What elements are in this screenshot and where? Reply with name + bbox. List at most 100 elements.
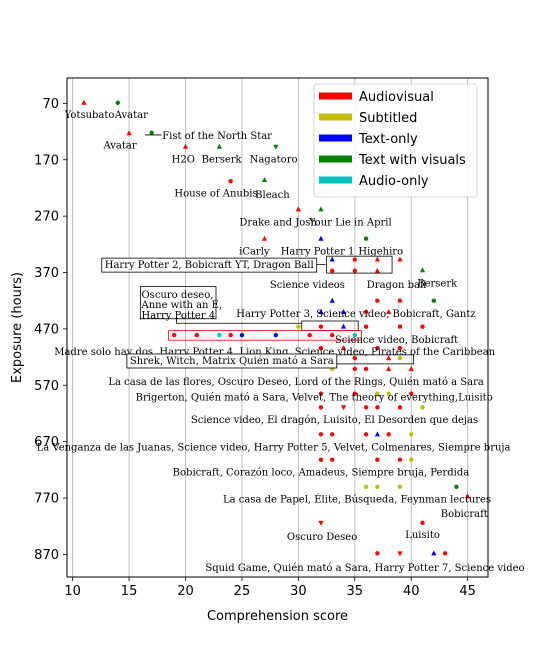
data-point — [397, 345, 403, 351]
legend-label: Text with visuals — [358, 153, 466, 168]
y-tick-label: 770 — [34, 492, 59, 507]
data-point — [374, 256, 380, 262]
annotation-label: Squid Game, Quién mató a Sara, Harry Pot… — [205, 563, 524, 574]
data-point — [420, 405, 425, 410]
data-point — [363, 405, 369, 410]
data-point — [431, 298, 437, 303]
data-point — [363, 236, 369, 241]
annotation-label: Avatar — [102, 141, 136, 152]
legend-swatch — [319, 113, 352, 121]
data-point — [352, 332, 358, 338]
annotation-label: Higehiro — [358, 247, 403, 258]
annotation-label: Berserk — [417, 279, 458, 290]
annotation-label: Harry Potter 4 — [141, 310, 215, 321]
data-point — [352, 366, 358, 372]
legend-label: Audiovisual — [359, 90, 434, 105]
annotation-label: Shrek, Witch, Matrix Quién mató a Sara — [130, 356, 334, 367]
y-tick-label: 70 — [42, 97, 59, 112]
data-point — [465, 493, 471, 499]
data-point — [261, 235, 268, 241]
x-tick-label: 10 — [64, 584, 81, 599]
y-tick-label: 270 — [34, 210, 59, 225]
annotation-label: Oscuro deseo, — [141, 290, 213, 301]
data-point — [352, 268, 358, 274]
data-point — [386, 391, 391, 396]
annotation-label: Drake and Josh — [239, 217, 317, 228]
legend-frame — [313, 83, 478, 198]
annotation-connector — [176, 317, 302, 324]
legend-swatch — [319, 176, 352, 184]
data-point — [330, 432, 335, 437]
data-point — [397, 324, 403, 329]
annotation-label: Dragon ball — [367, 280, 427, 291]
data-point — [81, 99, 87, 105]
annotation-label: Luisito — [405, 530, 440, 541]
annotation-highlight-box — [168, 330, 362, 341]
data-point — [149, 130, 154, 135]
data-point — [340, 308, 347, 314]
data-point — [329, 256, 335, 262]
annotation-label: Harry Potter 1 — [281, 247, 355, 258]
y-axis-label: Exposure (hours) — [10, 272, 25, 383]
data-point — [318, 457, 324, 462]
annotation-label: Nagatoro — [250, 155, 298, 166]
data-point — [126, 130, 132, 136]
data-point — [363, 309, 369, 315]
data-point — [397, 405, 403, 410]
data-point — [408, 365, 414, 371]
data-point — [318, 308, 324, 314]
annotation-label: La casa de las flores, Oscuro Deseo, Lor… — [108, 377, 483, 388]
legend-swatch — [319, 134, 352, 142]
annotation-label: Madre solo hay dos, Harry Potter 4, Lion… — [54, 347, 495, 358]
data-point — [397, 551, 403, 557]
data-point — [296, 324, 301, 329]
annotation-label: Fist of the North Star — [162, 131, 272, 142]
legend: Audiovisual Subtitled Text-only Text with v… — [313, 83, 478, 198]
annotation-label: Your Lie in April — [308, 217, 392, 228]
plot-frame — [66, 77, 489, 578]
data-point — [228, 332, 233, 338]
data-point — [375, 405, 380, 410]
y-tick-label: 170 — [34, 153, 59, 168]
data-point — [330, 268, 335, 274]
annotation-label: Berserk — [202, 155, 243, 166]
annotation-label: Science videos — [270, 280, 345, 291]
annotation-label-box — [101, 257, 318, 273]
annotation-label: Bleach — [255, 190, 290, 201]
data-point — [442, 551, 448, 556]
data-point — [217, 332, 222, 338]
data-point — [318, 324, 324, 329]
data-point — [363, 324, 369, 329]
data-point — [375, 551, 380, 556]
data-point — [273, 144, 279, 150]
data-point — [397, 457, 403, 462]
data-point — [363, 432, 369, 437]
annotation-label: Bobicraft, Corazón loco, Amadeus, Siempr… — [173, 468, 470, 479]
annotation-label: Yotsubato — [64, 110, 115, 121]
annotation-box — [139, 286, 217, 320]
y-tick-label: 570 — [34, 379, 59, 394]
data-point — [318, 235, 324, 241]
x-tick-label: 15 — [121, 584, 138, 599]
axis-ticks: 10 15 20 25 30 35 40 45 70 170 270 370 470 570 670 770 8… — [34, 97, 476, 599]
data-point — [397, 256, 403, 262]
data-point — [374, 267, 380, 273]
annotation-label-box — [126, 353, 338, 369]
legend-label: Audio-only — [359, 174, 429, 189]
data-point — [216, 143, 222, 149]
data-point — [273, 332, 279, 338]
annotation-label: Oscuro Deseo — [287, 532, 357, 543]
data-point — [340, 345, 347, 351]
data-points — [81, 99, 471, 557]
legend-swatch — [319, 155, 352, 163]
data-point — [330, 332, 335, 338]
data-point — [409, 457, 414, 462]
annotation-label: Avatar — [114, 110, 148, 121]
annotation-label: Science video, El dragón, Luisito, El De… — [191, 415, 478, 426]
data-point — [352, 257, 358, 262]
data-point — [194, 332, 199, 338]
data-point — [454, 484, 459, 489]
data-point — [239, 332, 245, 338]
